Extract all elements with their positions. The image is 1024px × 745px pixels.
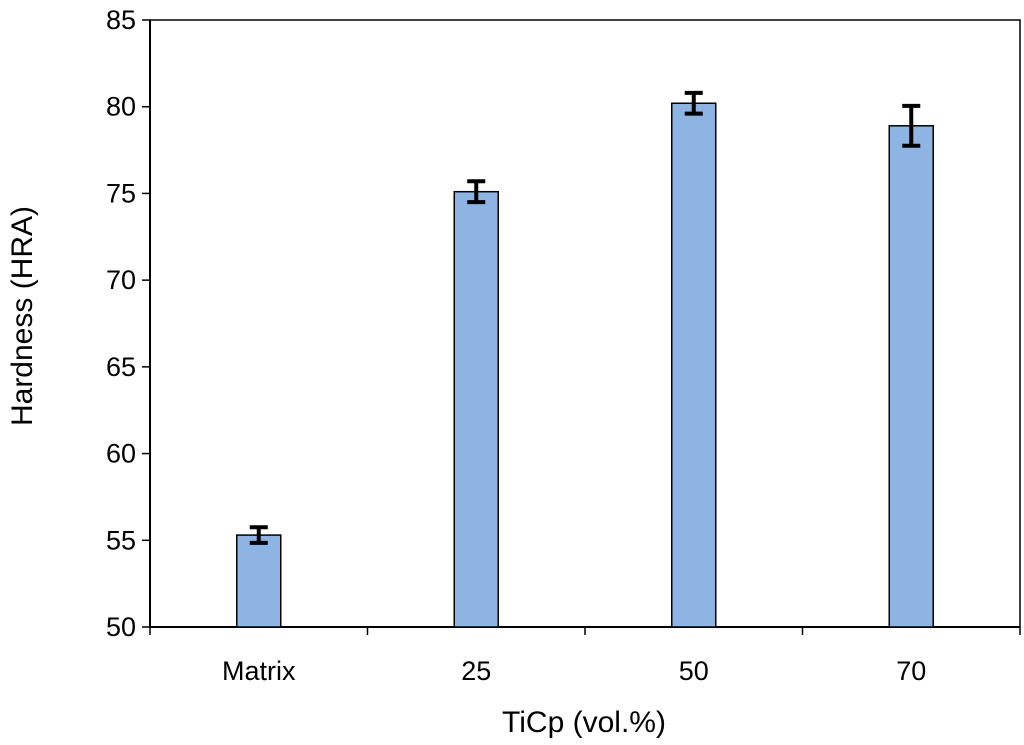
y-tick-label: 85 [106, 5, 136, 35]
error-bar-25 [467, 179, 486, 205]
error-bar-70 [902, 103, 921, 148]
x-tick-label: 70 [896, 656, 926, 686]
bar-25 [453, 190, 499, 628]
error-bar-50 [684, 90, 703, 116]
y-axis-ticks: 50 55 60 65 70 75 80 85 [106, 5, 150, 642]
x-tick-label: Matrix [222, 656, 296, 686]
y-tick-label: 70 [106, 265, 136, 295]
y-tick-label: 55 [106, 525, 136, 555]
y-tick-label: 60 [106, 439, 136, 469]
bars-layer [236, 102, 934, 628]
bar-matrix [236, 534, 282, 628]
x-tick-label: 25 [461, 656, 491, 686]
error-bar-matrix [249, 525, 268, 545]
y-tick-label: 50 [106, 612, 136, 642]
y-tick-label: 65 [106, 352, 136, 382]
bar-70 [888, 125, 934, 628]
error-bars-layer [249, 90, 921, 545]
x-axis-title: TiCp (vol.%) [502, 706, 666, 739]
y-axis-title: Hardness (HRA) [6, 206, 39, 426]
x-tick-label: 50 [679, 656, 709, 686]
y-tick-label: 80 [106, 92, 136, 122]
x-axis-ticks: Matrix 25 50 70 [149, 627, 1021, 686]
bar-50 [671, 102, 717, 628]
y-tick-label: 75 [106, 178, 136, 208]
